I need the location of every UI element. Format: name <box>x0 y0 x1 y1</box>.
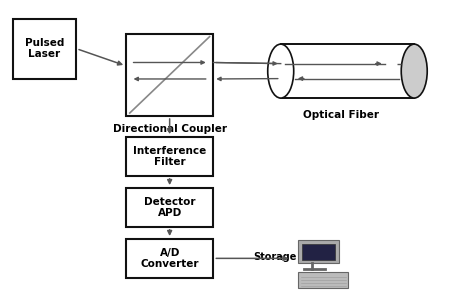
Bar <box>302 244 335 260</box>
Text: Optical Fiber: Optical Fiber <box>303 110 379 120</box>
Ellipse shape <box>401 44 427 98</box>
Ellipse shape <box>268 44 294 98</box>
Bar <box>126 137 213 176</box>
Text: Pulsed
Laser: Pulsed Laser <box>25 38 64 59</box>
Bar <box>281 44 414 98</box>
Text: Storage: Storage <box>254 252 297 262</box>
Text: Detector
APD: Detector APD <box>144 197 195 218</box>
Bar <box>126 34 213 116</box>
Text: A/D
Converter: A/D Converter <box>140 247 199 269</box>
Bar <box>126 239 213 278</box>
Bar <box>126 188 213 227</box>
Bar <box>299 240 338 263</box>
Bar <box>12 19 76 79</box>
Bar <box>299 272 348 288</box>
Text: Interference
Filter: Interference Filter <box>133 146 206 167</box>
Text: Directional Coupler: Directional Coupler <box>113 123 227 134</box>
